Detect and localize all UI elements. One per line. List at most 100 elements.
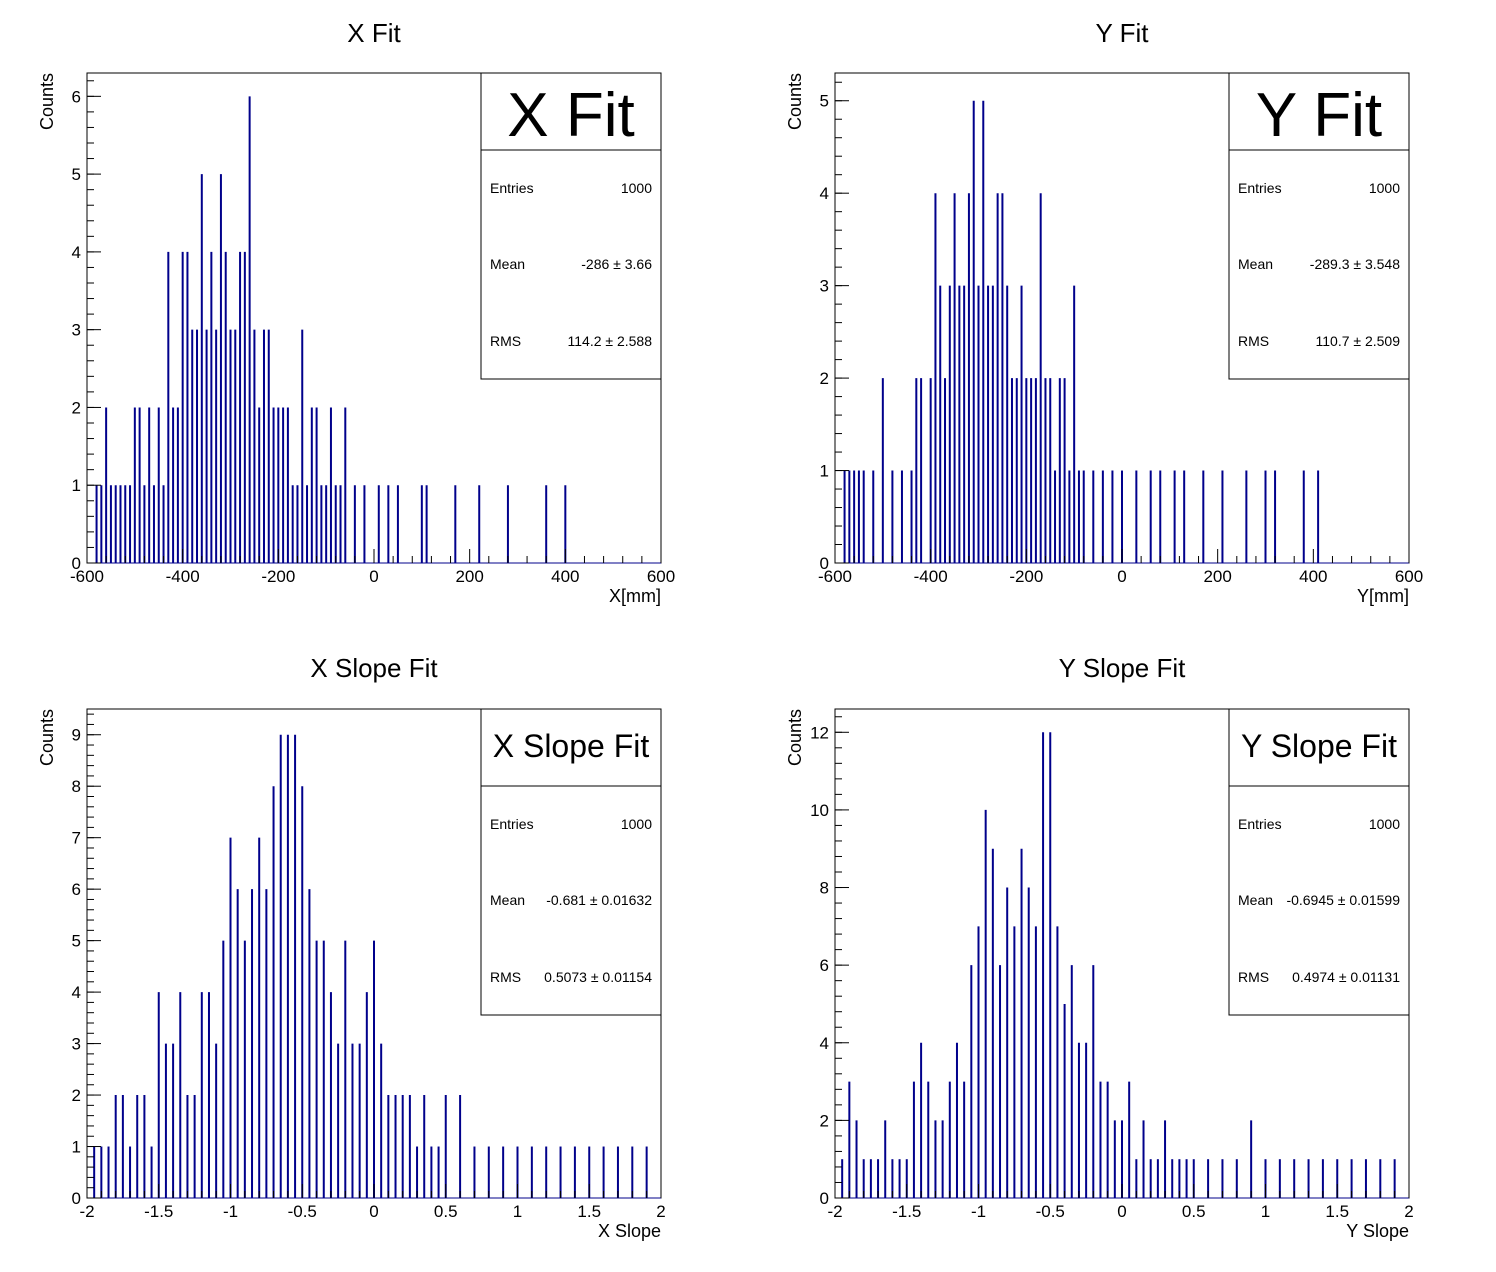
x-tick-label: 1.5 [577, 1202, 601, 1221]
stats-entries-label: Entries [490, 816, 534, 832]
x-tick-label: -200 [1009, 567, 1043, 586]
stats-rms-label: RMS [1238, 333, 1269, 349]
y-tick-label: 2 [72, 1086, 81, 1105]
chart-title: X Slope Fit [310, 653, 438, 683]
y-tick-label: 1 [72, 476, 81, 495]
stats-entries-label: Entries [1238, 816, 1282, 832]
x-tick-label: -0.5 [1036, 1202, 1065, 1221]
chart-title: Y Slope Fit [1059, 653, 1186, 683]
histogram-panel: Y Slope Fit -2 -1.5 -1 -0.5 0 0.5 1 1.5 2 0 2 4 6 8 10 1… [785, 653, 1414, 1241]
y-tick-label: 10 [810, 801, 829, 820]
x-tick-label: 1 [1261, 1202, 1270, 1221]
histogram-panel: X Fit -600 -400 -200 0 200 400 600 0 1 2 3 4 5 6 X[mm] C… [37, 18, 675, 606]
x-tick-label: -1 [223, 1202, 238, 1221]
y-axis-label: Counts [785, 73, 805, 130]
stats-entries-value: 1000 [1369, 816, 1400, 832]
y-tick-label: 3 [820, 277, 829, 296]
y-tick-label: 1 [820, 462, 829, 481]
chart-title: Y Fit [1096, 18, 1150, 48]
stats-box-title: X Slope Fit [493, 728, 650, 764]
y-tick-label: 4 [820, 1034, 829, 1053]
x-tick-label: -400 [914, 567, 948, 586]
y-tick-label: 9 [72, 726, 81, 745]
y-axis-label: Counts [37, 709, 57, 766]
y-tick-label: 4 [72, 243, 81, 262]
x-tick-label: -600 [818, 567, 852, 586]
x-tick-label: -2 [79, 1202, 94, 1221]
y-axis-label: Counts [785, 709, 805, 766]
y-tick-label: 6 [72, 87, 81, 106]
y-tick-label: 8 [72, 777, 81, 796]
y-tick-label: 2 [820, 1111, 829, 1130]
stats-box-title: Y Fit [1256, 81, 1382, 150]
x-tick-label: 0 [1117, 567, 1126, 586]
x-tick-label: -2 [827, 1202, 842, 1221]
y-tick-label: 1 [72, 1138, 81, 1157]
stats-box-frame [480, 708, 662, 1016]
x-tick-label: 200 [455, 567, 483, 586]
stats-entries-value: 1000 [621, 180, 652, 196]
y-axis-label: Counts [37, 73, 57, 130]
stats-mean-label: Mean [490, 256, 525, 272]
y-tick-label: 0 [820, 1189, 829, 1208]
y-tick-label: 6 [820, 956, 829, 975]
stats-entries-value: 1000 [621, 816, 652, 832]
stats-mean-value: -286 ± 3.66 [581, 256, 652, 272]
stats-rms-value: 114.2 ± 2.588 [568, 333, 653, 349]
stats-rms-label: RMS [490, 969, 521, 985]
stats-rms-value: 0.4974 ± 0.01131 [1292, 969, 1400, 985]
stats-mean-value: -289.3 ± 3.548 [1310, 256, 1400, 272]
stats-box: X Slope Fit Entries 1000 Mean -0.681 ± 0.016… [480, 708, 662, 1016]
stats-box: Y Slope Fit Entries 1000 Mean -0.6945 ± 0.01… [1228, 708, 1410, 1016]
x-tick-label: -1.5 [144, 1202, 173, 1221]
stats-box-frame [480, 72, 662, 380]
x-tick-label: 200 [1203, 567, 1231, 586]
y-tick-label: 2 [72, 398, 81, 417]
y-tick-label: 7 [72, 829, 81, 848]
y-tick-label: 8 [820, 879, 829, 898]
x-tick-label: 1 [513, 1202, 522, 1221]
y-tick-label: 0 [820, 554, 829, 573]
stats-entries-label: Entries [1238, 180, 1282, 196]
stats-rms-value: 110.7 ± 2.509 [1316, 333, 1401, 349]
y-tick-label: 4 [820, 184, 829, 203]
stats-box: Y Fit Entries 1000 Mean -289.3 ± 3.548 RMS 110… [1228, 72, 1410, 380]
x-tick-label: -1 [971, 1202, 986, 1221]
y-tick-label: 0 [72, 554, 81, 573]
x-axis-label: X[mm] [609, 586, 661, 606]
y-tick-label: 2 [820, 369, 829, 388]
stats-mean-label: Mean [490, 892, 525, 908]
y-tick-label: 5 [72, 165, 81, 184]
x-tick-label: 2 [1404, 1202, 1413, 1221]
y-tick-label: 3 [72, 1035, 81, 1054]
y-tick-label: 6 [72, 880, 81, 899]
stats-box: X Fit Entries 1000 Mean -286 ± 3.66 RMS 114.2 … [480, 72, 662, 380]
x-tick-label: 0 [369, 567, 378, 586]
stats-entries-value: 1000 [1369, 180, 1400, 196]
stats-mean-value: -0.681 ± 0.01632 [546, 892, 652, 908]
x-tick-label: -0.5 [288, 1202, 317, 1221]
x-tick-label: -600 [70, 567, 104, 586]
stats-rms-value: 0.5073 ± 0.01154 [544, 969, 652, 985]
x-tick-label: 0.5 [434, 1202, 458, 1221]
x-tick-label: 600 [647, 567, 675, 586]
y-tick-label: 4 [72, 983, 81, 1002]
x-axis-label: Y[mm] [1357, 586, 1409, 606]
stats-mean-value: -0.6945 ± 0.01599 [1286, 892, 1400, 908]
x-tick-label: 400 [1299, 567, 1327, 586]
y-tick-label: 12 [810, 723, 829, 742]
stats-rms-label: RMS [490, 333, 521, 349]
stats-box-frame [1228, 72, 1410, 380]
stats-box-title: Y Slope Fit [1241, 728, 1397, 764]
stats-mean-label: Mean [1238, 256, 1273, 272]
stats-box-frame [1228, 708, 1410, 1016]
y-tick-label: 0 [72, 1189, 81, 1208]
y-tick-label: 3 [72, 321, 81, 340]
histogram-panel: Y Fit -600 -400 -200 0 200 400 600 0 1 2 3 4 5 Y[mm] Co… [785, 18, 1423, 606]
histogram-panel: X Slope Fit -2 -1.5 -1 -0.5 0 0.5 1 1.5 2 0 1 2 3 4 5 6 7… [37, 653, 666, 1241]
x-tick-label: -200 [261, 567, 295, 586]
x-axis-label: Y Slope [1346, 1221, 1409, 1241]
x-tick-label: -400 [166, 567, 200, 586]
x-tick-label: -1.5 [892, 1202, 921, 1221]
